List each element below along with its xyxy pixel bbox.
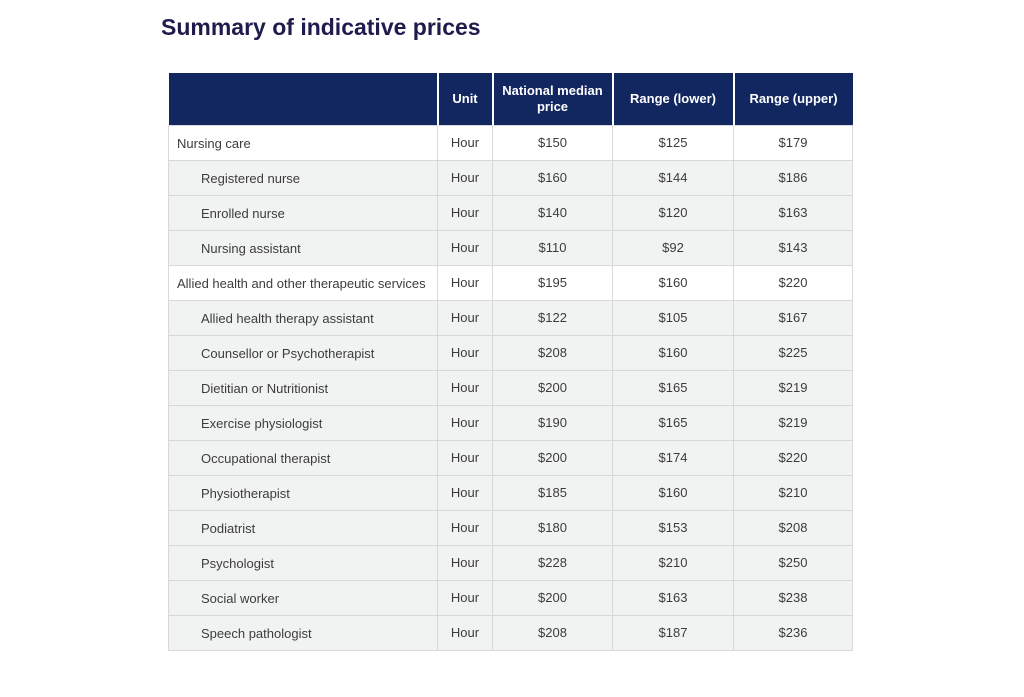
table-row: Social worker Hour $200 $163 $238 [168, 579, 853, 616]
unit-cell: Hour [437, 579, 493, 616]
range-upper-cell: $225 [733, 334, 853, 371]
range-lower-cell: $144 [612, 159, 734, 196]
median-price-cell: $200 [492, 369, 613, 406]
range-upper-cell: $179 [733, 124, 853, 161]
table-row: Speech pathologist Hour $208 $187 $236 [168, 614, 853, 651]
range-lower-cell: $210 [612, 544, 734, 581]
service-label: Psychologist [168, 544, 438, 581]
service-label: Social worker [168, 579, 438, 616]
table-row: Occupational therapist Hour $200 $174 $2… [168, 439, 853, 476]
table-row: Psychologist Hour $228 $210 $250 [168, 544, 853, 581]
range-upper-cell: $220 [733, 264, 853, 301]
range-lower-cell: $163 [612, 579, 734, 616]
median-price-cell: $190 [492, 404, 613, 441]
column-header-national-median-price: National median price [491, 73, 613, 125]
service-label: Exercise physiologist [168, 404, 438, 441]
table-row: Allied health and other therapeutic serv… [168, 264, 853, 301]
service-label: Nursing care [168, 124, 438, 161]
service-label: Counsellor or Psychotherapist [168, 334, 438, 371]
range-lower-cell: $165 [612, 404, 734, 441]
range-lower-cell: $160 [612, 264, 734, 301]
unit-cell: Hour [437, 334, 493, 371]
table-row: Counsellor or Psychotherapist Hour $208 … [168, 334, 853, 371]
service-label: Allied health therapy assistant [168, 299, 438, 336]
median-price-cell: $208 [492, 334, 613, 371]
service-label: Registered nurse [168, 159, 438, 196]
range-lower-cell: $153 [612, 509, 734, 546]
table-row: Dietitian or Nutritionist Hour $200 $165… [168, 369, 853, 406]
table-row: Nursing assistant Hour $110 $92 $143 [168, 229, 853, 266]
unit-cell: Hour [437, 264, 493, 301]
page-title: Summary of indicative prices [161, 14, 481, 40]
unit-cell: Hour [437, 124, 493, 161]
range-lower-cell: $174 [612, 439, 734, 476]
unit-cell: Hour [437, 439, 493, 476]
column-header-blank [168, 73, 438, 125]
unit-cell: Hour [437, 474, 493, 511]
median-price-cell: $150 [492, 124, 613, 161]
range-lower-cell: $160 [612, 334, 734, 371]
service-label: Podiatrist [168, 509, 438, 546]
median-price-cell: $228 [492, 544, 613, 581]
column-header-unit: Unit [436, 73, 493, 125]
median-price-cell: $110 [492, 229, 613, 266]
range-upper-cell: $220 [733, 439, 853, 476]
range-upper-cell: $210 [733, 474, 853, 511]
range-upper-cell: $208 [733, 509, 853, 546]
indicative-prices-table-container: Unit National median price Range (lower)… [168, 73, 853, 651]
service-label: Speech pathologist [168, 614, 438, 651]
header-row: Unit National median price Range (lower)… [168, 73, 853, 125]
range-upper-cell: $167 [733, 299, 853, 336]
unit-cell: Hour [437, 299, 493, 336]
table-row: Exercise physiologist Hour $190 $165 $21… [168, 404, 853, 441]
table-row: Physiotherapist Hour $185 $160 $210 [168, 474, 853, 511]
service-label: Dietitian or Nutritionist [168, 369, 438, 406]
column-header-range-upper: Range (upper) [732, 73, 853, 125]
unit-cell: Hour [437, 369, 493, 406]
unit-cell: Hour [437, 159, 493, 196]
median-price-cell: $208 [492, 614, 613, 651]
median-price-cell: $195 [492, 264, 613, 301]
table-row: Podiatrist Hour $180 $153 $208 [168, 509, 853, 546]
range-upper-cell: $236 [733, 614, 853, 651]
median-price-cell: $180 [492, 509, 613, 546]
range-upper-cell: $163 [733, 194, 853, 231]
median-price-cell: $200 [492, 579, 613, 616]
column-header-range-lower: Range (lower) [611, 73, 734, 125]
table-row: Allied health therapy assistant Hour $12… [168, 299, 853, 336]
unit-cell: Hour [437, 229, 493, 266]
indicative-prices-table: Unit National median price Range (lower)… [168, 73, 853, 651]
range-lower-cell: $105 [612, 299, 734, 336]
median-price-cell: $200 [492, 439, 613, 476]
unit-cell: Hour [437, 614, 493, 651]
median-price-cell: $122 [492, 299, 613, 336]
service-label: Physiotherapist [168, 474, 438, 511]
unit-cell: Hour [437, 544, 493, 581]
service-label: Occupational therapist [168, 439, 438, 476]
range-upper-cell: $186 [733, 159, 853, 196]
range-lower-cell: $125 [612, 124, 734, 161]
unit-cell: Hour [437, 404, 493, 441]
range-lower-cell: $165 [612, 369, 734, 406]
service-label: Nursing assistant [168, 229, 438, 266]
table-row: Enrolled nurse Hour $140 $120 $163 [168, 194, 853, 231]
range-upper-cell: $238 [733, 579, 853, 616]
range-upper-cell: $219 [733, 404, 853, 441]
median-price-cell: $160 [492, 159, 613, 196]
unit-cell: Hour [437, 194, 493, 231]
range-lower-cell: $92 [612, 229, 734, 266]
range-lower-cell: $187 [612, 614, 734, 651]
median-price-cell: $140 [492, 194, 613, 231]
range-upper-cell: $143 [733, 229, 853, 266]
service-label: Enrolled nurse [168, 194, 438, 231]
range-lower-cell: $120 [612, 194, 734, 231]
range-upper-cell: $250 [733, 544, 853, 581]
median-price-cell: $185 [492, 474, 613, 511]
range-lower-cell: $160 [612, 474, 734, 511]
table-row: Registered nurse Hour $160 $144 $186 [168, 159, 853, 196]
unit-cell: Hour [437, 509, 493, 546]
service-label: Allied health and other therapeutic serv… [168, 264, 438, 301]
range-upper-cell: $219 [733, 369, 853, 406]
table-row: Nursing care Hour $150 $125 $179 [168, 124, 853, 161]
